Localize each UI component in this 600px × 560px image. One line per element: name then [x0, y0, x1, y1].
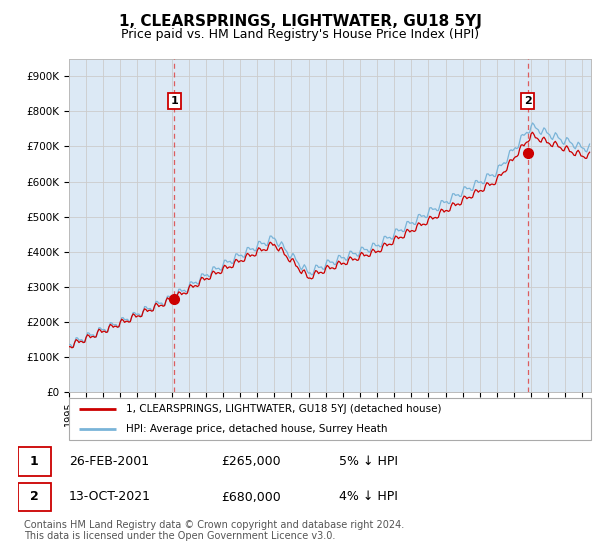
Text: £265,000: £265,000	[221, 455, 281, 468]
Text: 1: 1	[170, 96, 178, 106]
Text: 1, CLEARSPRINGS, LIGHTWATER, GU18 5YJ (detached house): 1, CLEARSPRINGS, LIGHTWATER, GU18 5YJ (d…	[127, 404, 442, 414]
Text: 1, CLEARSPRINGS, LIGHTWATER, GU18 5YJ: 1, CLEARSPRINGS, LIGHTWATER, GU18 5YJ	[119, 14, 481, 29]
Text: 5% ↓ HPI: 5% ↓ HPI	[340, 455, 398, 468]
Text: 2: 2	[524, 96, 532, 106]
Text: 26-FEB-2001: 26-FEB-2001	[69, 455, 149, 468]
FancyBboxPatch shape	[18, 483, 51, 511]
Text: 13-OCT-2021: 13-OCT-2021	[69, 491, 151, 503]
Text: 1: 1	[30, 455, 39, 468]
Text: 4% ↓ HPI: 4% ↓ HPI	[340, 491, 398, 503]
Text: 2: 2	[30, 491, 39, 503]
Text: Contains HM Land Registry data © Crown copyright and database right 2024.
This d: Contains HM Land Registry data © Crown c…	[24, 520, 404, 542]
FancyBboxPatch shape	[18, 447, 51, 475]
Text: £680,000: £680,000	[221, 491, 281, 503]
Text: HPI: Average price, detached house, Surrey Heath: HPI: Average price, detached house, Surr…	[127, 424, 388, 434]
Text: Price paid vs. HM Land Registry's House Price Index (HPI): Price paid vs. HM Land Registry's House …	[121, 28, 479, 41]
